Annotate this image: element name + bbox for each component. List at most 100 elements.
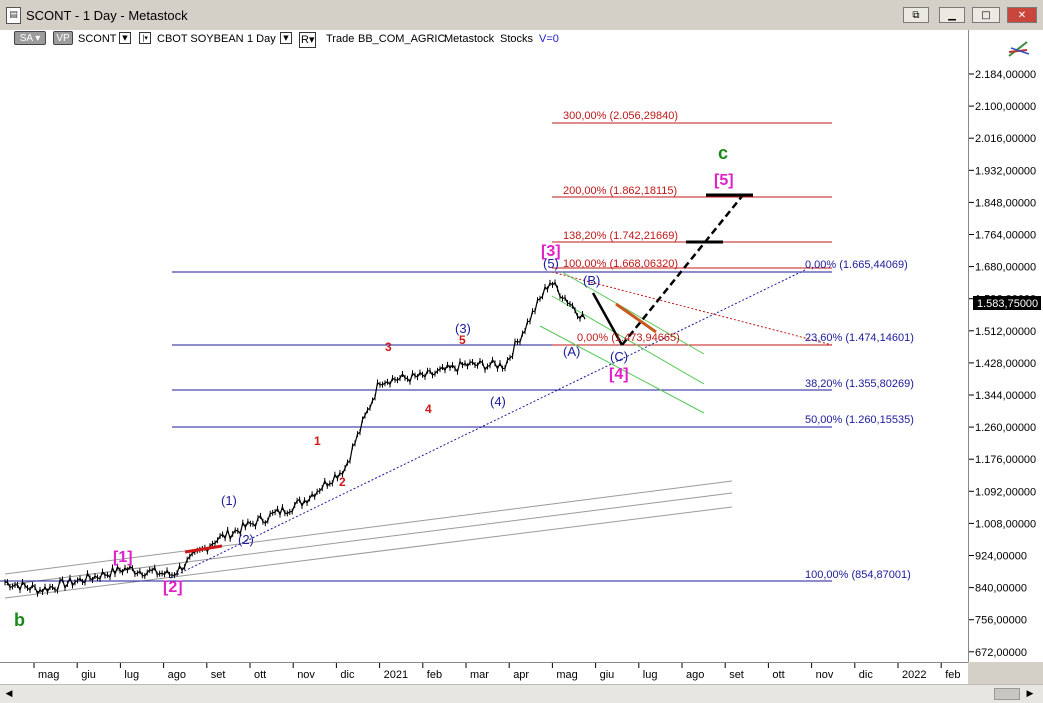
price-tick-label: 1.176,00000 xyxy=(975,454,1036,466)
wave-label-r3: 3 xyxy=(385,340,392,354)
time-tick-label: apr xyxy=(513,669,529,681)
wave-label-i4: (4) xyxy=(490,394,506,409)
r-button[interactable]: R▾ xyxy=(299,32,317,48)
maximize-icon[interactable]: □ xyxy=(972,7,1000,23)
minimize-icon[interactable]: ▁ xyxy=(939,7,965,23)
last-price-label: 1.583,75000 xyxy=(977,298,1038,310)
wave-label-3: [3] xyxy=(541,243,561,260)
time-axis-canvas: mag giu lug ago set ott nov dic 2021 feb mar apr mag… xyxy=(33,663,960,681)
restore-windows-icon[interactable]: ⧉ xyxy=(903,7,929,23)
wave-label-i1: (1) xyxy=(221,493,237,508)
wave-tool-icon[interactable] xyxy=(1008,41,1030,57)
time-tick-label: lug xyxy=(124,669,139,681)
time-tick-label: ago xyxy=(168,669,186,681)
time-axis[interactable]: mag giu lug ago set ott nov dic 2021 feb mar apr mag… xyxy=(0,662,968,685)
time-tick-label: 2022 xyxy=(902,669,926,681)
time-tick-label: feb xyxy=(427,669,442,681)
period-dropdown-icon[interactable]: ▼ xyxy=(280,32,292,44)
sa-button[interactable]: SA ▾ xyxy=(14,31,46,45)
wave-label-c: c xyxy=(718,143,728,163)
time-tick-label: ott xyxy=(254,669,266,681)
scroll-left-icon[interactable]: ◀ xyxy=(5,689,13,699)
scroll-right-icon[interactable]: ▶ xyxy=(1026,689,1034,699)
time-tick-label: giu xyxy=(81,669,96,681)
wave-label-5: [5] xyxy=(714,172,734,189)
vp-button[interactable]: VP xyxy=(53,31,73,45)
red-segment[interactable] xyxy=(184,544,223,554)
fib-label-382: 38,20% (1.355,80269) xyxy=(805,378,914,390)
projection-c-5[interactable] xyxy=(621,194,744,346)
price-tick-label: 672,00000 xyxy=(975,647,1027,659)
v-label: V=0 xyxy=(539,33,559,45)
symbol-dropdown-icon[interactable]: ▼ xyxy=(119,32,131,44)
last-price-marker xyxy=(973,296,1041,310)
time-tick-label: 2021 xyxy=(384,669,408,681)
wave-label-4: [4] xyxy=(609,366,629,383)
chart-area[interactable]: 0,00% (1.665,44069) 23,60% (1.474,14601)… xyxy=(0,30,968,662)
chart-toolbar: SA ▾ VP SCONT ▼ |▾ CBOT SOYBEAN 1 Day ▼ … xyxy=(0,30,968,48)
price-tick-label: 1.848,00000 xyxy=(975,197,1036,209)
ext-label-100: 100,00% (1.668,06320) xyxy=(563,258,678,270)
price-tick-label: 1.008,00000 xyxy=(975,518,1036,530)
trade-label[interactable]: Trade xyxy=(326,33,355,45)
trendline-dotted[interactable] xyxy=(169,269,806,579)
price-tick-label: 1.092,00000 xyxy=(975,486,1036,498)
time-tick-label: ott xyxy=(772,669,784,681)
time-tick-label: giu xyxy=(600,669,615,681)
window-title: SCONT - 1 Day - Metastock xyxy=(26,8,188,23)
close-icon[interactable]: ✕ xyxy=(1007,7,1037,23)
price-tick-label: 1.764,00000 xyxy=(975,230,1036,242)
price-tick-label: 2.184,00000 xyxy=(975,69,1036,81)
price-axis[interactable]: 2.184,00000 2.100,00000 2.016,00000 1.932,0… xyxy=(968,30,1043,662)
wave-label-1: [1] xyxy=(113,549,133,566)
ext-label-200: 200,00% (1.862,18115) xyxy=(563,185,677,197)
price-tick-label: 756,00000 xyxy=(975,615,1027,627)
price-tick-label: 1.680,00000 xyxy=(975,262,1036,274)
title-bar: ▤ SCONT - 1 Day - Metastock ⧉ ▁ □ ✕ xyxy=(0,0,1043,31)
fib-label-50: 50,00% (1.260,15535) xyxy=(805,414,914,426)
wave-label-r5: 5 xyxy=(459,333,466,347)
source-label: BB_COM_AGRIC xyxy=(358,33,446,45)
scroll-thumb[interactable] xyxy=(994,688,1020,700)
wave-label-C: (C) xyxy=(610,349,628,364)
price-tick-label: 1.260,00000 xyxy=(975,422,1036,434)
regression-channel[interactable] xyxy=(4,480,733,599)
time-tick-label: nov xyxy=(297,669,315,681)
price-tick-label: 1.428,00000 xyxy=(975,358,1036,370)
wave-label-r2: 2 xyxy=(339,475,346,489)
time-tick-label: lug xyxy=(643,669,658,681)
time-tick-label: dic xyxy=(340,669,355,681)
wave-label-b: b xyxy=(14,610,25,630)
period-label: 1 Day xyxy=(247,33,276,45)
wave-label-i5: (5) xyxy=(543,256,559,271)
red-dotted-line[interactable] xyxy=(551,271,833,346)
chart-canvas[interactable]: 0,00% (1.665,44069) 23,60% (1.474,14601)… xyxy=(0,30,968,662)
instrument-label: CBOT SOYBEAN xyxy=(157,33,244,45)
time-tick-label: set xyxy=(211,669,226,681)
fib-label-236: 23,60% (1.474,14601) xyxy=(805,332,914,344)
time-tick-label: feb xyxy=(945,669,960,681)
ext-label-0: 0,00% (1.473,94665) xyxy=(577,332,680,344)
time-tick-label: mar xyxy=(470,669,489,681)
projection-b-c[interactable] xyxy=(591,292,624,346)
fib-extension-lines[interactable] xyxy=(552,122,832,346)
green-channel[interactable] xyxy=(539,271,705,414)
wave-label-r4: 4 xyxy=(425,402,432,416)
instrument-dropdown-icon[interactable]: |▾ xyxy=(139,32,151,44)
fib-retracement-lines[interactable] xyxy=(0,271,832,582)
document-icon[interactable]: ▤ xyxy=(6,7,21,24)
wave-label-B: (B) xyxy=(583,273,600,288)
price-tick-label: 1.932,00000 xyxy=(975,165,1036,177)
symbol-label: SCONT xyxy=(78,33,117,45)
wave-label-i2: (2) xyxy=(238,532,254,547)
time-tick-label: mag xyxy=(38,669,59,681)
brown-segment[interactable] xyxy=(615,302,657,334)
price-series[interactable] xyxy=(4,281,586,596)
price-tick-label: 924,00000 xyxy=(975,551,1027,563)
price-bars xyxy=(4,279,583,597)
fib-label-100: 100,00% (854,87001) xyxy=(805,569,911,581)
time-tick-label: nov xyxy=(816,669,834,681)
horizontal-scrollbar[interactable]: ◀ ▶ xyxy=(0,684,1043,703)
ext-label-300: 300,00% (2.056,29840) xyxy=(563,110,678,122)
sa-label: SA xyxy=(19,33,33,44)
